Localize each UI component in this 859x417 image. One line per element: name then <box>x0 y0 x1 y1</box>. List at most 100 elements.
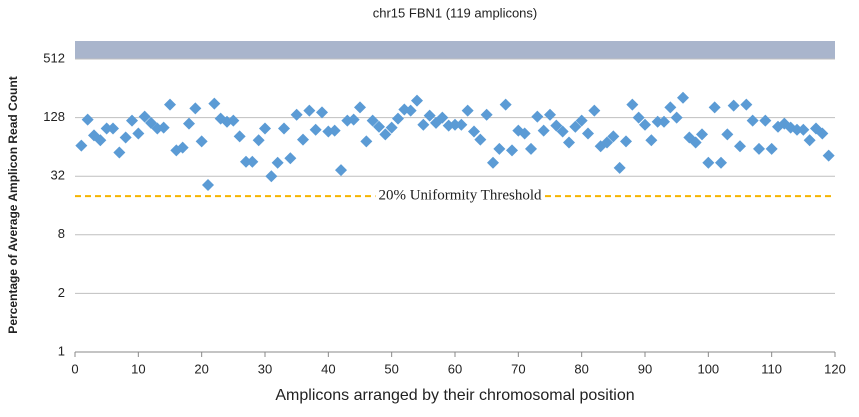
data-point <box>335 164 347 177</box>
data-point <box>715 156 727 169</box>
data-point <box>373 120 385 133</box>
data-point <box>176 141 189 154</box>
data-point <box>645 134 658 147</box>
data-point <box>436 111 449 124</box>
data-point <box>164 98 176 111</box>
x-tick-label: 50 <box>384 361 398 376</box>
data-point <box>651 115 664 128</box>
chart-title: chr15 FBN1 (119 amplicons) <box>373 5 538 20</box>
data-point <box>316 106 328 119</box>
data-point <box>208 97 221 110</box>
data-point <box>107 122 119 135</box>
data-point <box>449 118 461 131</box>
data-point <box>696 128 708 141</box>
data-point <box>582 127 594 140</box>
data-point <box>366 114 379 127</box>
data-point <box>721 128 734 141</box>
x-tick-label: 120 <box>824 361 846 376</box>
data-point <box>588 104 601 117</box>
data-point <box>240 155 252 168</box>
data-point <box>385 121 398 134</box>
x-tick-label: 60 <box>448 361 462 376</box>
y-tick-label: 512 <box>43 50 65 65</box>
x-tick-label: 20 <box>194 361 208 376</box>
data-point <box>404 104 417 117</box>
data-point <box>480 108 493 121</box>
data-point <box>284 152 297 165</box>
data-point <box>791 123 803 136</box>
data-point <box>379 128 392 141</box>
data-point <box>233 130 246 143</box>
data-point <box>417 118 430 131</box>
data-point <box>708 101 721 114</box>
y-tick-label: 2 <box>58 285 65 300</box>
data-point <box>740 98 753 111</box>
data-point <box>303 104 316 117</box>
x-tick-label: 70 <box>511 361 525 376</box>
data-point <box>759 114 772 127</box>
data-point <box>392 112 404 125</box>
data-point <box>423 109 436 122</box>
data-point <box>138 110 151 123</box>
header-band <box>75 41 835 59</box>
data-point <box>455 118 468 131</box>
data-point <box>639 118 651 131</box>
data-point <box>563 136 575 149</box>
y-tick-label: 8 <box>58 226 65 241</box>
data-point <box>246 155 259 168</box>
data-point <box>575 114 588 127</box>
data-point <box>803 134 816 147</box>
threshold-label-bg <box>375 187 546 204</box>
y-tick-label: 1 <box>58 343 65 358</box>
data-point <box>506 144 518 157</box>
data-point <box>461 104 474 117</box>
x-axis-title: Amplicons arranged by their chromosomal … <box>275 387 634 404</box>
x-tick-label: 10 <box>131 361 145 376</box>
data-point <box>126 114 138 127</box>
data-point <box>797 123 810 136</box>
data-point <box>613 161 626 174</box>
data-point <box>189 102 202 115</box>
data-point <box>569 120 582 133</box>
data-point <box>822 149 835 162</box>
data-point <box>689 136 702 149</box>
data-point <box>550 119 563 132</box>
data-point <box>354 101 366 114</box>
data-point <box>81 113 94 126</box>
x-tick-label: 0 <box>71 361 78 376</box>
data-point <box>411 94 423 107</box>
data-point <box>531 110 544 123</box>
x-tick-label: 90 <box>638 361 652 376</box>
data-point <box>658 115 670 128</box>
x-tick-label: 30 <box>258 361 272 376</box>
y-axis-title: Percentage of Average Amplicon Read Coun… <box>6 76 20 333</box>
data-point <box>195 135 208 148</box>
data-point <box>183 117 195 130</box>
data-point <box>607 130 620 143</box>
data-point <box>664 101 677 114</box>
data-point <box>271 156 284 169</box>
data-point <box>601 136 613 149</box>
y-tick-label: 32 <box>51 168 65 183</box>
data-point <box>347 113 360 126</box>
threshold-label: 20% Uniformity Threshold <box>378 188 542 204</box>
data-point <box>100 122 113 135</box>
data-point <box>499 98 512 111</box>
data-point <box>816 127 829 140</box>
data-point <box>784 121 797 134</box>
data-point <box>487 156 499 169</box>
x-tick-label: 40 <box>321 361 335 376</box>
data-point <box>518 127 531 140</box>
data-point <box>94 134 107 147</box>
x-tick-label: 110 <box>761 361 782 376</box>
data-point <box>544 108 556 121</box>
data-point <box>765 142 778 155</box>
data-point <box>537 124 550 137</box>
data-point <box>309 123 322 136</box>
data-point <box>252 134 265 147</box>
data-point <box>670 111 683 124</box>
data-point <box>468 125 480 138</box>
data-point <box>753 142 765 155</box>
data-point <box>113 146 126 159</box>
data-point <box>746 114 759 127</box>
